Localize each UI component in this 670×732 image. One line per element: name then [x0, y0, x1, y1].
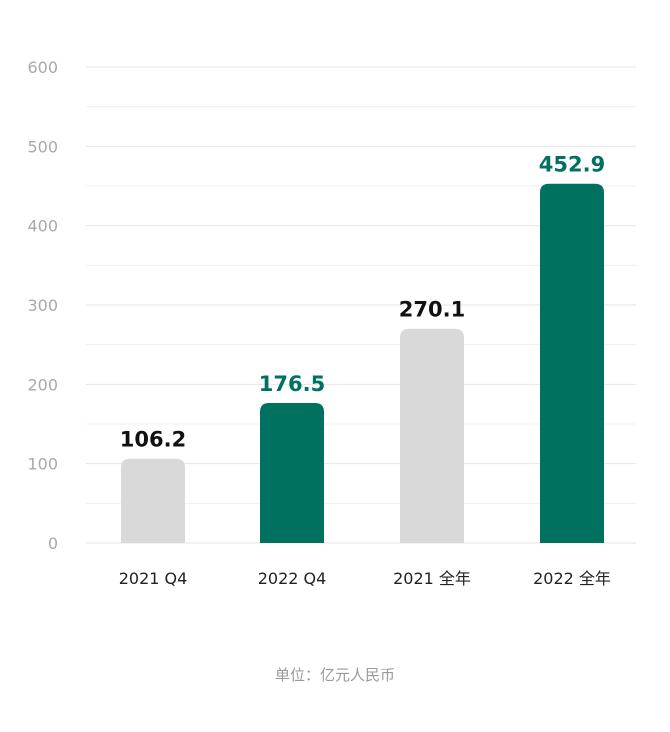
bar-1: [121, 458, 185, 543]
category-label-4: 2022 全年: [533, 569, 611, 588]
y-tick-label-300: 300: [27, 296, 58, 315]
category-label-3: 2021 全年: [393, 569, 471, 588]
value-label-2: 176.5: [259, 372, 325, 396]
bar-chart: 0 100 200 300 400 500 600 106.2 2021 Q4 176.5 2022…: [27, 58, 636, 588]
y-tick-label-100: 100: [27, 455, 58, 474]
y-tick-label-200: 200: [27, 375, 58, 394]
y-tick-label-400: 400: [27, 217, 58, 236]
bar-2: [260, 402, 324, 543]
y-tick-label-600: 600: [27, 58, 58, 77]
value-label-3: 270.1: [399, 298, 465, 322]
value-label-1: 106.2: [120, 428, 186, 452]
category-label-1: 2021 Q4: [119, 569, 188, 588]
y-tick-label-0: 0: [48, 534, 58, 553]
bar-4: [540, 183, 604, 543]
bar-3: [400, 328, 464, 543]
value-label-4: 452.9: [539, 153, 605, 177]
unit-note: 单位：亿元人民币: [274, 666, 395, 684]
y-tick-label-500: 500: [27, 137, 58, 156]
category-label-2: 2022 Q4: [258, 569, 327, 588]
